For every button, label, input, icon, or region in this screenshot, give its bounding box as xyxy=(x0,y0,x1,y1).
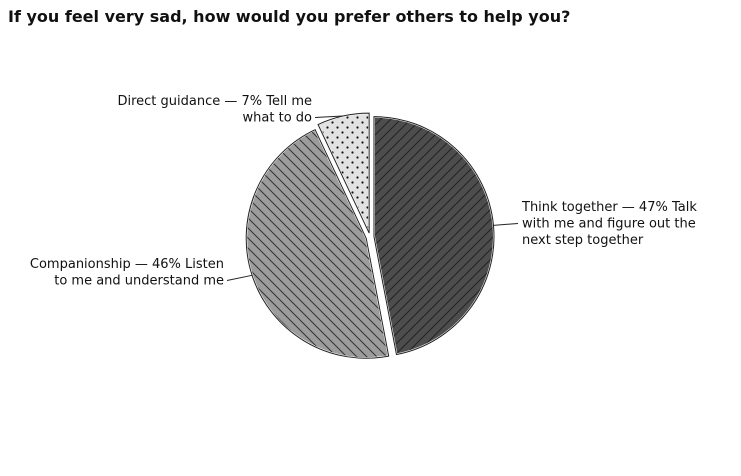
leader-line xyxy=(314,115,343,118)
chart-title: If you feel very sad, how would you pref… xyxy=(8,7,570,26)
slice-label: Direct guidance — 7% Tell me what to do xyxy=(117,94,312,126)
slice-outline xyxy=(373,116,495,356)
pie-slice xyxy=(372,115,495,356)
slice-label: Companionship — 46% Listen to me and unde… xyxy=(30,257,224,289)
slice-label: Think together — 47% Talk with me and fig… xyxy=(521,200,697,248)
leader-line xyxy=(493,223,519,226)
leader-line xyxy=(226,274,253,281)
